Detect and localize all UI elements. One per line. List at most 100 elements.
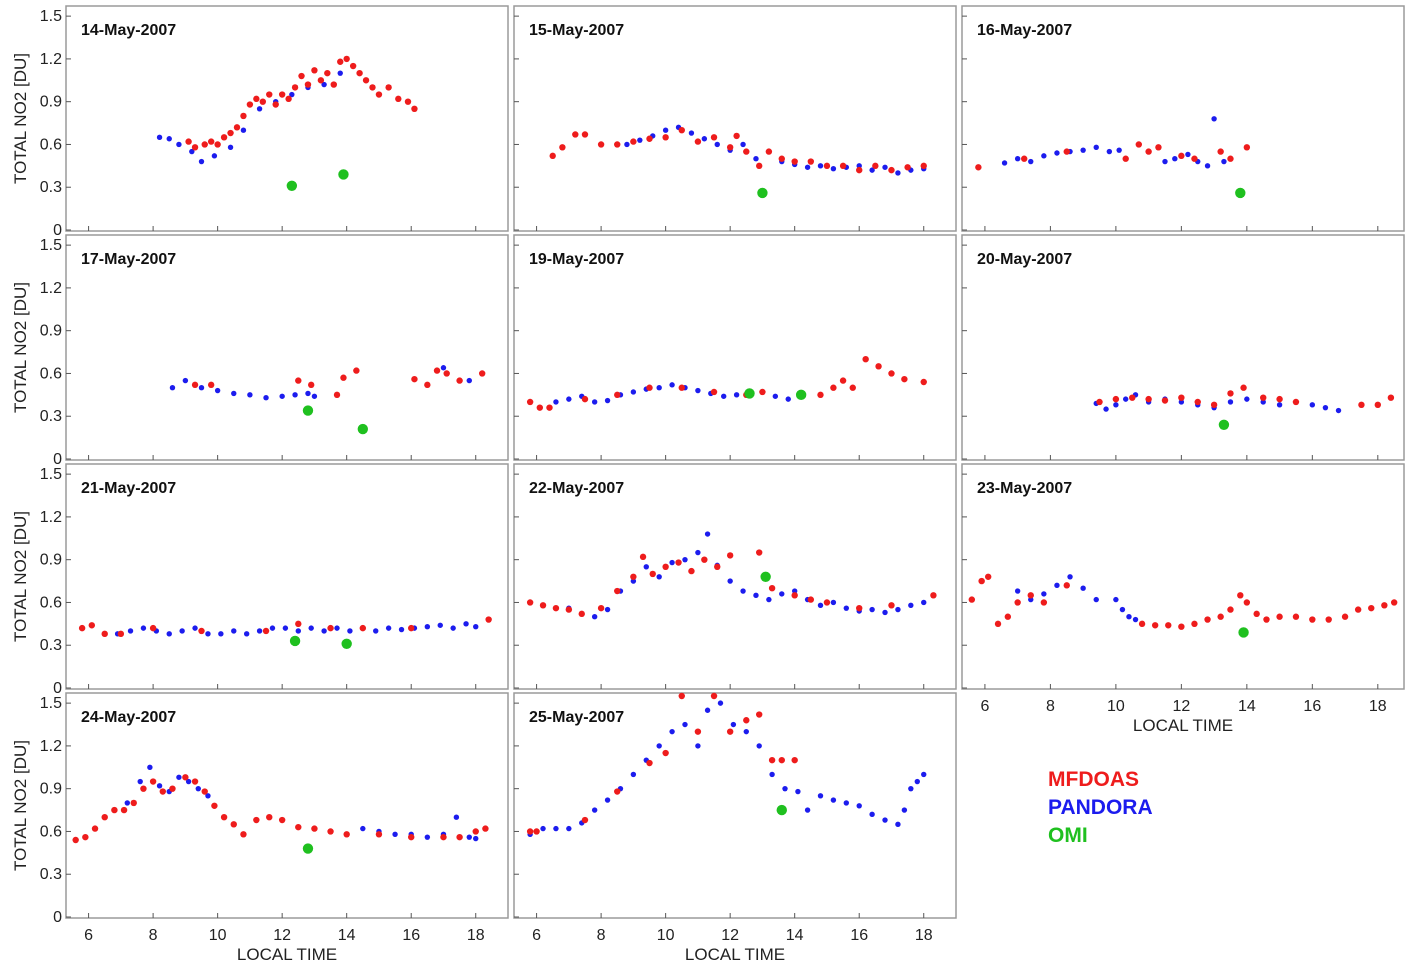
mfdoas-point — [343, 55, 350, 63]
pandora-point — [695, 743, 701, 749]
mfdoas-point — [701, 556, 708, 563]
panel-frame — [65, 463, 509, 690]
pandora-point — [1132, 616, 1139, 623]
pandora-point — [656, 743, 662, 749]
mfdoas-point — [337, 58, 344, 65]
mfdoas-point — [688, 567, 695, 575]
mfdoas-point — [295, 823, 302, 831]
pandora-point — [566, 825, 572, 832]
y-tick-label: 0.9 — [40, 323, 62, 340]
y-tick-label: 1.2 — [40, 51, 62, 68]
pandora-point — [669, 559, 675, 566]
pandora-point — [730, 721, 737, 728]
mfdoas-point — [191, 144, 199, 151]
pandora-point — [243, 631, 250, 637]
mfdoas-point — [1227, 390, 1234, 397]
pandora-point — [214, 387, 221, 394]
mfdoas-point — [1112, 395, 1120, 403]
pandora-point — [727, 578, 733, 584]
pandora-point — [695, 387, 701, 394]
mfdoas-point — [597, 141, 605, 148]
mfdoas-point — [1325, 616, 1332, 623]
mfdoas-point — [291, 84, 299, 91]
pandora-point — [1119, 606, 1126, 613]
pandora-point — [1093, 144, 1099, 151]
mfdoas-point — [726, 552, 734, 559]
pandora-point — [205, 793, 211, 799]
mfdoas-point — [395, 95, 402, 103]
pandora-point — [869, 606, 875, 613]
pandora-point — [682, 721, 688, 728]
pandora-point — [733, 392, 740, 398]
mfdoas-point — [646, 135, 653, 142]
mfdoas-point — [1390, 599, 1398, 606]
pandora-point — [334, 625, 340, 631]
pandora-point — [292, 392, 298, 398]
pandora-point — [1028, 158, 1034, 165]
mfdoas-point — [411, 375, 418, 383]
y-axis-label: TOTAL NO2 [DU] — [11, 740, 30, 871]
x-axis-label: LOCAL TIME — [685, 945, 785, 964]
mfdoas-point — [340, 374, 347, 381]
mfdoas-point — [710, 388, 718, 396]
panel-frame — [513, 5, 957, 232]
pandora-point — [656, 574, 662, 580]
y-tick-label: 1.5 — [40, 237, 62, 254]
mfdoas-point — [578, 610, 585, 618]
mfdoas-point — [1096, 398, 1103, 406]
mfdoas-point — [1145, 395, 1152, 403]
mfdoas-point — [1374, 401, 1382, 409]
panel-5: 19-May-2007 — [513, 234, 957, 461]
y-axis-label: TOTAL NO2 [DU] — [11, 511, 30, 642]
mfdoas-point — [614, 587, 621, 595]
pandora-point — [717, 700, 724, 706]
mfdoas-point — [875, 363, 882, 370]
mfdoas-point — [191, 381, 199, 389]
omi-point — [1218, 419, 1230, 430]
x-tick-label: 12 — [1172, 698, 1190, 715]
panel-frame — [961, 5, 1405, 232]
mfdoas-point — [304, 81, 312, 88]
pandora-point — [1080, 147, 1086, 153]
pandora-point — [591, 614, 598, 620]
x-tick-label: 6 — [84, 927, 93, 944]
pandora-point — [179, 628, 185, 634]
x-tick-label: 14 — [338, 927, 356, 944]
pandora-point — [1178, 399, 1185, 405]
pandora-point — [901, 807, 908, 813]
mfdoas-point — [1138, 620, 1146, 628]
omi-point — [1235, 187, 1246, 199]
mfdoas-point — [791, 756, 798, 764]
panel-frame — [961, 463, 1405, 690]
pandora-point — [688, 130, 695, 136]
mfdoas-point — [901, 375, 908, 383]
pandora-point — [1309, 402, 1316, 408]
mfdoas-point — [343, 831, 350, 838]
mfdoas-point — [349, 62, 357, 70]
pandora-point — [1204, 163, 1211, 169]
mfdoas-point — [726, 144, 734, 151]
mfdoas-point — [227, 129, 234, 137]
pandora-point — [856, 163, 862, 169]
y-tick-label: 0 — [53, 909, 62, 926]
pandora-point — [1227, 399, 1234, 405]
mfdoas-point — [639, 553, 647, 561]
mfdoas-point — [549, 152, 556, 160]
panel-title: 24-May-2007 — [81, 709, 176, 726]
pandora-point — [385, 625, 392, 631]
x-tick-label: 12 — [721, 927, 739, 944]
pandora-point — [247, 392, 253, 398]
mfdoas-point — [220, 813, 228, 821]
mfdoas-point — [411, 105, 418, 113]
pandora-point — [908, 785, 914, 792]
panel-title: 19-May-2007 — [529, 251, 624, 268]
x-tick-label: 10 — [657, 927, 675, 944]
mfdoas-point — [581, 816, 589, 824]
panel-title: 15-May-2007 — [529, 22, 624, 39]
panel-title: 14-May-2007 — [81, 22, 176, 39]
pandora-point — [185, 778, 192, 785]
pandora-point — [127, 628, 134, 634]
y-tick-label: 0.3 — [40, 866, 62, 883]
omi-point — [744, 388, 755, 399]
pandora-point — [198, 385, 205, 391]
